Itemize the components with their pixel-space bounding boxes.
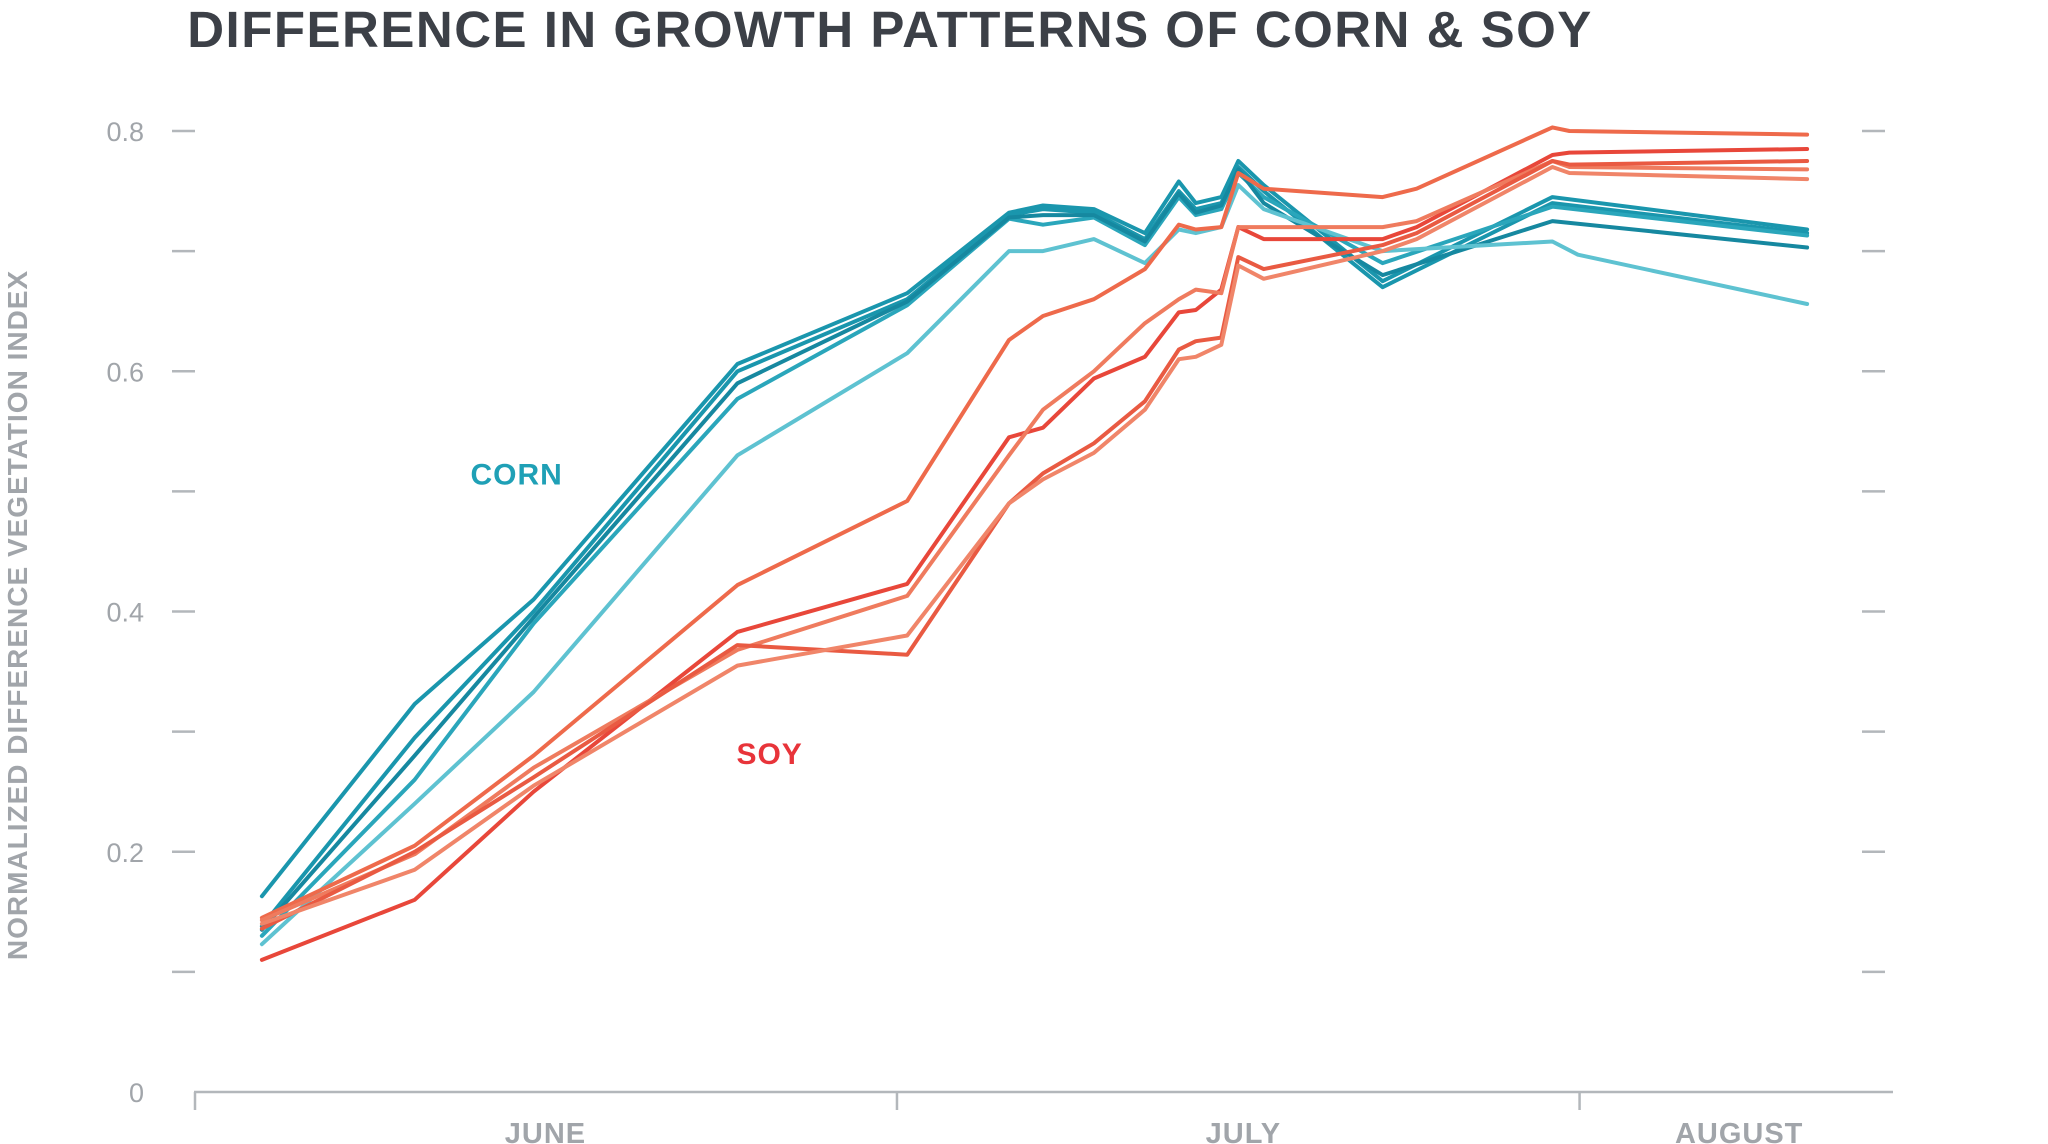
x-tick-label-july: JULY [1206, 1118, 1281, 1144]
series-line-soy-3 [259, 159, 1810, 923]
series-annotations: CORN SOY [470, 458, 802, 771]
tick-labels: 0.8 0.6 0.4 0.2 0 JUNE JULY AUGUST [106, 117, 1803, 1144]
series-line-soy-2 [259, 147, 1810, 962]
series-line-soy-1 [259, 125, 1810, 920]
series-line-soy-5 [259, 165, 1810, 926]
chart-title: DIFFERENCE IN GROWTH PATTERNS OF CORN & … [187, 1, 1593, 58]
series-line-corn-3 [259, 171, 1810, 938]
axes [193, 1090, 1893, 1110]
y-tick-marks [172, 129, 1885, 974]
x-tick-label-august: AUGUST [1675, 1118, 1803, 1144]
y-tick-label-6: 0.2 [106, 838, 144, 868]
series-line-soy-4 [259, 159, 1810, 931]
y-tick-label-2: 0.6 [106, 357, 144, 387]
annotation-corn: CORN [470, 458, 562, 491]
annotation-soy: SOY [736, 738, 802, 771]
y-tick-label-8: 0 [129, 1078, 144, 1108]
x-tick-label-june: JUNE [505, 1118, 586, 1144]
series-lines [259, 125, 1810, 962]
y-axis-label: NORMALIZED DIFFERENCE VEGETATION INDEX [2, 270, 33, 960]
y-tick-label-0: 0.8 [106, 117, 144, 147]
y-tick-label-4: 0.4 [106, 598, 144, 628]
